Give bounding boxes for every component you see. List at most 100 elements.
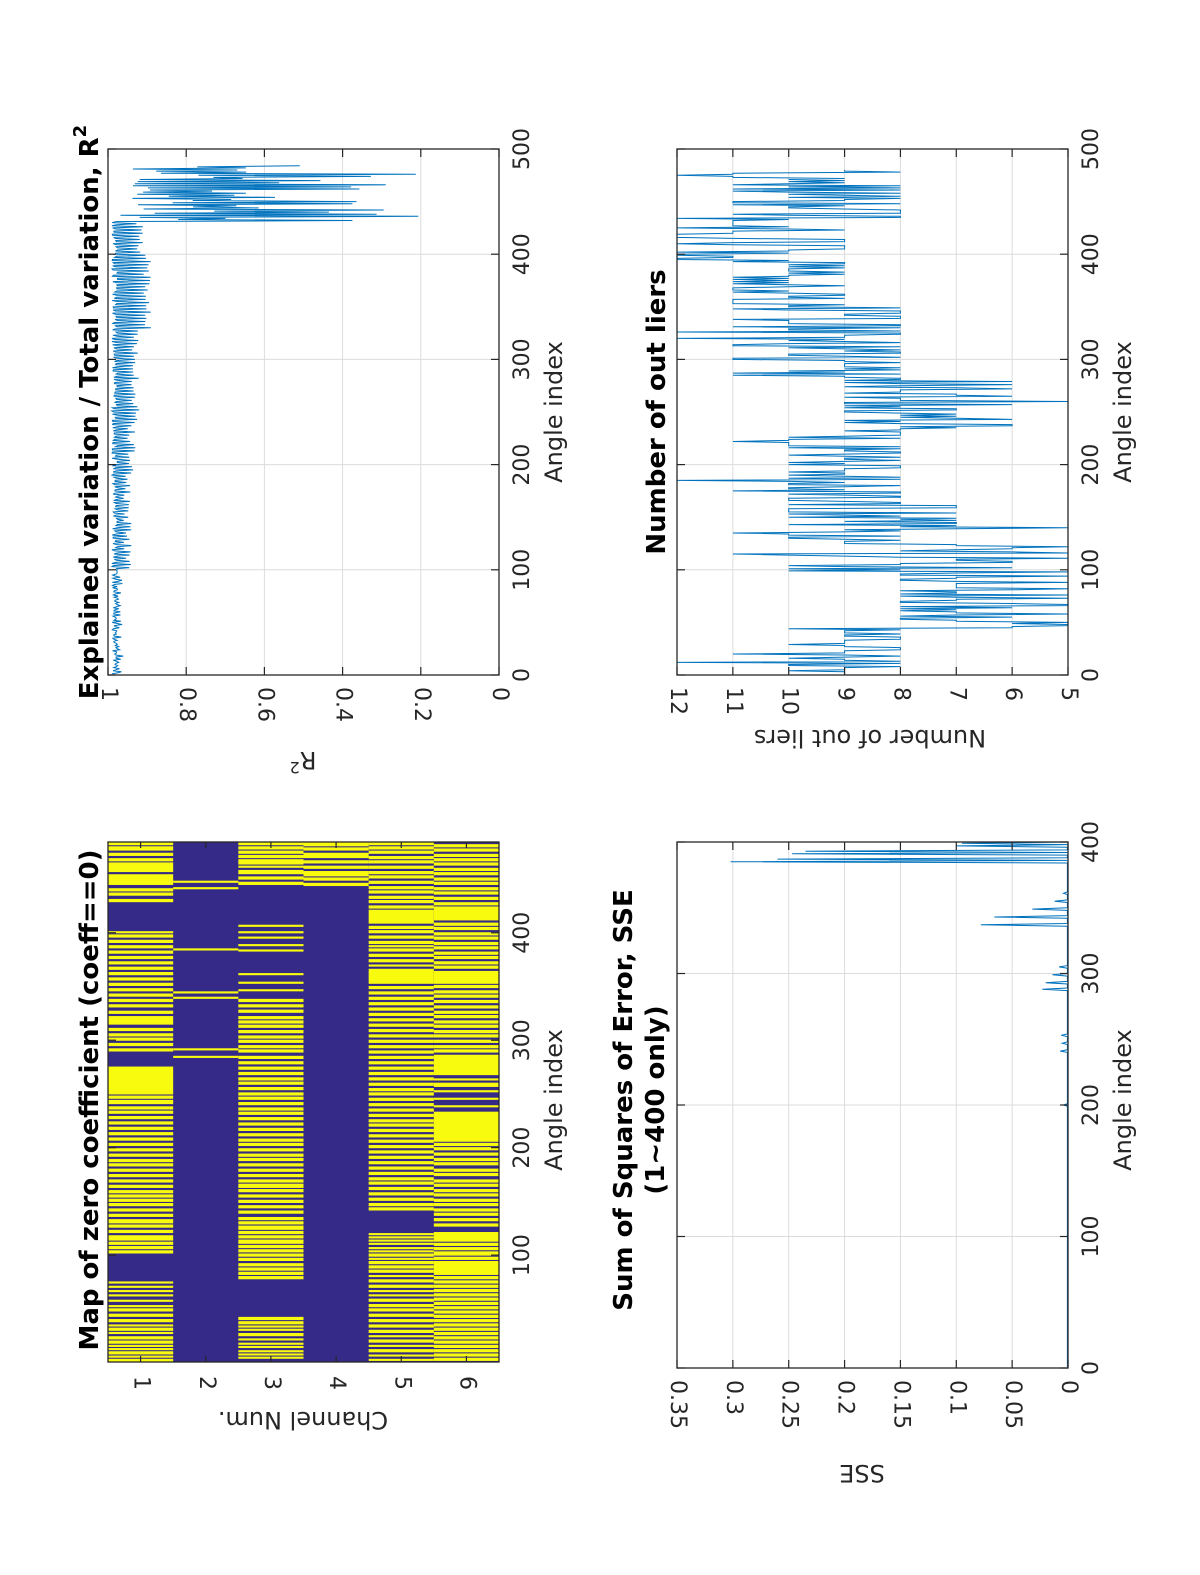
heatmap-cell (433, 1232, 499, 1242)
heatmap-cell (108, 988, 174, 992)
heatmap-cell (368, 1082, 434, 1086)
heatmap-cell (433, 1310, 499, 1314)
x-tick-label: 500 (510, 128, 535, 170)
heatmap-cell (368, 1002, 434, 1006)
outliers-axes-box (676, 148, 1069, 676)
heatmap-cell (433, 1179, 499, 1183)
heatmap-cell (238, 1157, 304, 1162)
heatmap-cell (368, 1298, 434, 1302)
y-tick-label: 5 (1056, 687, 1081, 701)
y-tick-label: 4 (324, 1376, 349, 1390)
heatmap-cell (433, 1353, 499, 1357)
heatmap-cell (368, 890, 434, 894)
heatmap-cell (433, 999, 499, 1004)
heatmap-cell (433, 1168, 499, 1172)
y-tick-label: 5 (389, 1376, 414, 1390)
heatmap-cell (368, 1192, 434, 1196)
heatmap-cell (368, 1236, 434, 1239)
x-tick-label: 500 (1079, 128, 1104, 170)
heatmap-cell (238, 1199, 304, 1203)
heatmap-cell (433, 1078, 499, 1081)
heatmap-cell (108, 972, 174, 976)
heatmap-cell (368, 945, 434, 948)
heatmap-cell (368, 1303, 434, 1308)
heatmap-cell (238, 944, 304, 947)
heatmap-cell (368, 1161, 434, 1165)
y-tick-label: 6 (1000, 687, 1025, 701)
heatmap-cell (238, 1216, 304, 1221)
heatmap-cell (238, 1173, 304, 1178)
heatmap-cell (108, 977, 174, 981)
zero-map-title: Map of zero coefficient (coeff==0) (75, 849, 105, 1350)
heatmap-cell (368, 1257, 434, 1260)
heatmap-cell (368, 1066, 434, 1070)
zero-map-xlabel: Angle index (540, 1029, 568, 1171)
heatmap-cell (238, 1071, 304, 1076)
heatmap-cell (238, 1122, 304, 1126)
x-tick-label: 300 (1079, 338, 1104, 380)
heatmap-cell (368, 1123, 434, 1127)
heatmap-cell (368, 875, 434, 879)
heatmap-cell (108, 1208, 174, 1212)
heatmap-cell (433, 946, 499, 950)
y-tick-label: 1 (96, 687, 121, 701)
heatmap-cell (433, 1218, 499, 1222)
heatmap-cell (108, 1340, 174, 1344)
heatmap-cell (238, 850, 304, 854)
heatmap-cell (238, 1045, 304, 1049)
sse-title-line2: (1~400 only) (641, 1005, 671, 1194)
heatmap-cell (368, 959, 434, 963)
heatmap-cell (433, 877, 499, 881)
heatmap-cell (433, 1010, 499, 1014)
outliers-series (676, 170, 1069, 674)
heatmap-cell (433, 1142, 499, 1147)
heatmap-cell (368, 948, 434, 952)
heatmap-cell (433, 1208, 499, 1212)
heatmap-cell (108, 1027, 174, 1032)
heatmap-cell (108, 939, 174, 943)
heatmap-cell (368, 1202, 434, 1207)
heatmap-cell (108, 1336, 174, 1340)
heatmap-cell (433, 1340, 499, 1344)
heatmap-cell (108, 1142, 174, 1147)
heatmap-cell (433, 1256, 499, 1260)
heatmap-cell (173, 948, 239, 951)
heatmap-cell (368, 1139, 434, 1143)
heatmap-cell (433, 853, 499, 858)
x-tick-label: 200 (510, 444, 535, 486)
heatmap-cell (368, 964, 434, 967)
heatmap-cell (433, 1247, 499, 1251)
heatmap-cell (108, 966, 174, 970)
y-tick-label: 0.15 (888, 1380, 913, 1429)
sse-title-line1: Sum of Squares of Error, SSE (609, 889, 639, 1310)
y-tick-label: 0.2 (833, 1380, 858, 1415)
heatmap-cell (108, 1348, 174, 1351)
x-tick-label: 0 (1079, 668, 1104, 682)
heatmap-cell (238, 1066, 304, 1070)
heatmap-cell (433, 867, 499, 872)
heatmap-cell (108, 1202, 174, 1207)
heatmap-cell (368, 1294, 434, 1297)
heatmap-cell (368, 886, 434, 890)
heatmap-cell (368, 1274, 434, 1278)
heatmap-cell (368, 1028, 434, 1033)
heatmap-cell (368, 930, 434, 934)
heatmap-cell (238, 881, 304, 885)
heatmap-cell (433, 1014, 499, 1019)
heatmap-cell (368, 953, 434, 957)
heatmap-cell (238, 1163, 304, 1167)
y-tick-label: 0.4 (331, 687, 356, 722)
heatmap-cell (433, 1105, 499, 1108)
y-tick-label: 0.3 (721, 1380, 746, 1415)
heatmap-cell (368, 1007, 434, 1011)
heatmap-cell (238, 1086, 304, 1091)
heatmap-cell (108, 1106, 174, 1110)
heatmap-cell (108, 1126, 174, 1130)
heatmap-cell (368, 1071, 434, 1076)
heatmap-cell (433, 1030, 499, 1034)
heatmap-cell (368, 1113, 434, 1118)
heatmap-cell (368, 1077, 434, 1081)
heatmap-cell (433, 1327, 499, 1331)
y-tick-label: 11 (721, 687, 746, 715)
heatmap-cell (108, 934, 174, 938)
